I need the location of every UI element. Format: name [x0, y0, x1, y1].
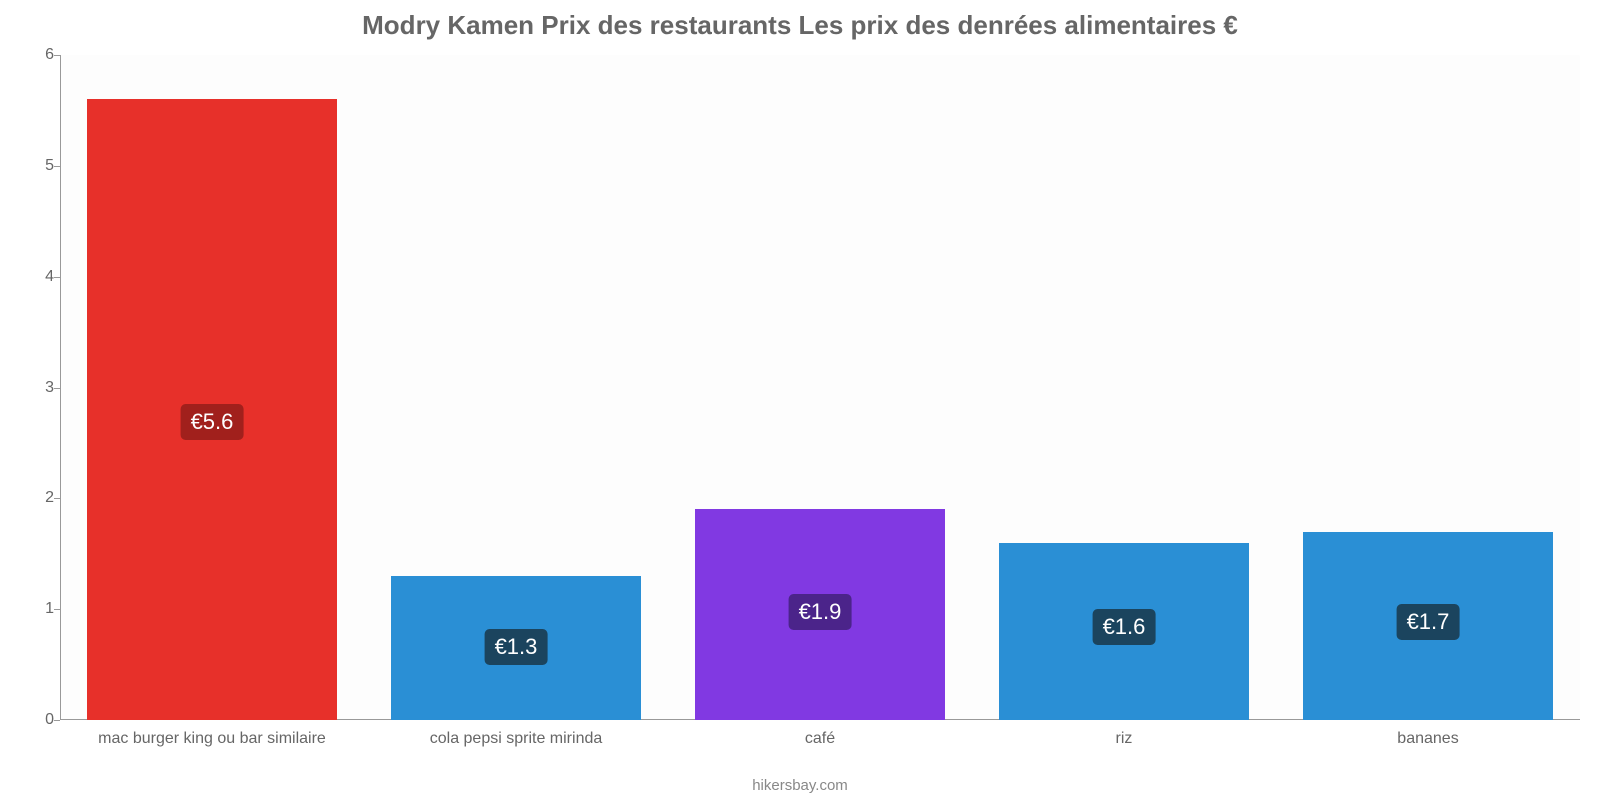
y-tick-mark [54, 277, 60, 278]
y-tick-mark [54, 388, 60, 389]
bar-slot: €5.6 [87, 99, 336, 720]
value-badge: €1.6 [1093, 609, 1156, 645]
y-tick-label: 1 [20, 600, 54, 618]
y-tick-mark [54, 55, 60, 56]
y-tick-label: 6 [20, 46, 54, 64]
plot-area: 0123456mac burger king ou bar similaire€… [60, 55, 1580, 720]
y-tick-label: 2 [20, 489, 54, 507]
value-badge: €5.6 [181, 404, 244, 440]
bar: €1.9 [695, 509, 944, 720]
x-category-label: mac burger king ou bar similaire [60, 730, 364, 748]
bar-slot: €1.9 [695, 509, 944, 720]
y-tick-mark [54, 166, 60, 167]
y-tick-label: 4 [20, 268, 54, 286]
bar-slot: €1.3 [391, 576, 640, 720]
bar: €1.6 [999, 543, 1248, 720]
attribution-text: hikersbay.com [0, 777, 1600, 794]
y-tick-label: 3 [20, 379, 54, 397]
x-category-label: café [668, 730, 972, 748]
y-tick-mark [54, 609, 60, 610]
x-category-label: bananes [1276, 730, 1580, 748]
price-bar-chart: Modry Kamen Prix des restaurants Les pri… [0, 0, 1600, 800]
value-badge: €1.9 [789, 594, 852, 630]
bar: €1.3 [391, 576, 640, 720]
chart-title: Modry Kamen Prix des restaurants Les pri… [0, 10, 1600, 41]
y-tick-label: 5 [20, 157, 54, 175]
value-badge: €1.7 [1397, 604, 1460, 640]
y-tick-mark [54, 720, 60, 721]
y-axis-line [60, 55, 61, 720]
x-category-label: cola pepsi sprite mirinda [364, 730, 668, 748]
x-category-label: riz [972, 730, 1276, 748]
bar-slot: €1.6 [999, 543, 1248, 720]
value-badge: €1.3 [485, 629, 548, 665]
y-tick-mark [54, 498, 60, 499]
y-tick-label: 0 [20, 711, 54, 729]
bar: €1.7 [1303, 532, 1552, 720]
bar: €5.6 [87, 99, 336, 720]
bar-slot: €1.7 [1303, 532, 1552, 720]
